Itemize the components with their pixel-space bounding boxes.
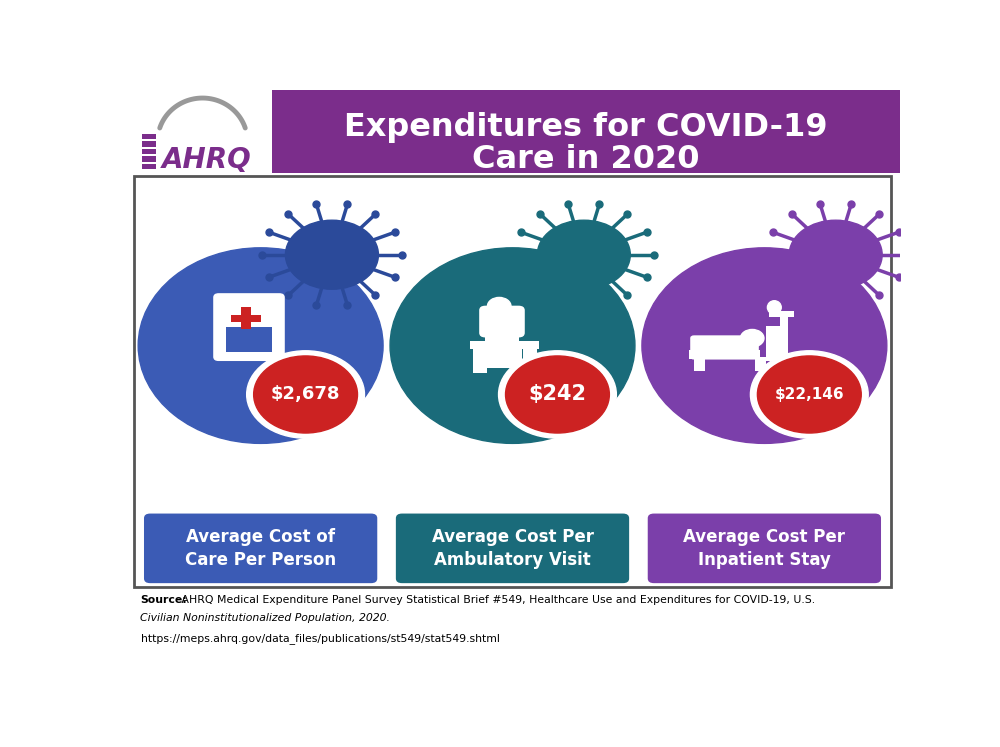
FancyBboxPatch shape (214, 294, 284, 360)
FancyBboxPatch shape (473, 348, 487, 373)
FancyBboxPatch shape (479, 306, 525, 338)
FancyBboxPatch shape (769, 311, 794, 317)
Text: $242: $242 (528, 385, 586, 404)
FancyBboxPatch shape (125, 90, 272, 173)
FancyBboxPatch shape (690, 335, 759, 359)
FancyBboxPatch shape (268, 90, 900, 173)
FancyBboxPatch shape (502, 347, 522, 368)
Text: Expenditures for COVID-19: Expenditures for COVID-19 (344, 111, 828, 143)
Circle shape (487, 297, 511, 315)
FancyBboxPatch shape (231, 314, 261, 322)
Circle shape (740, 329, 764, 347)
FancyBboxPatch shape (689, 350, 760, 359)
FancyBboxPatch shape (144, 513, 377, 583)
Text: Civilian Noninstitutionalized Population, 2020.: Civilian Noninstitutionalized Population… (140, 613, 390, 623)
Circle shape (247, 351, 364, 438)
Circle shape (506, 356, 609, 433)
Text: Care in 2020: Care in 2020 (472, 144, 700, 176)
FancyBboxPatch shape (648, 513, 881, 583)
Text: https://meps.ahrq.gov/data_files/publications/st549/stat549.shtml: https://meps.ahrq.gov/data_files/publica… (140, 633, 499, 644)
Ellipse shape (767, 301, 781, 314)
Text: Average Cost of
Care Per Person: Average Cost of Care Per Person (185, 527, 336, 569)
FancyBboxPatch shape (142, 149, 156, 154)
FancyBboxPatch shape (226, 335, 272, 344)
FancyBboxPatch shape (241, 307, 251, 329)
FancyBboxPatch shape (142, 141, 156, 146)
Text: Average Cost Per
Inpatient Stay: Average Cost Per Inpatient Stay (683, 527, 845, 569)
FancyBboxPatch shape (780, 314, 788, 371)
Text: Source:: Source: (140, 595, 187, 604)
Circle shape (254, 356, 358, 433)
FancyBboxPatch shape (226, 327, 272, 338)
FancyBboxPatch shape (142, 134, 156, 139)
FancyBboxPatch shape (766, 326, 780, 361)
Text: Average Cost Per
Ambulatory Visit: Average Cost Per Ambulatory Visit (432, 527, 594, 569)
FancyBboxPatch shape (694, 356, 705, 371)
Circle shape (285, 220, 378, 289)
FancyBboxPatch shape (142, 156, 156, 161)
FancyBboxPatch shape (484, 347, 504, 368)
Text: AHRQ Medical Expenditure Panel Survey Statistical Brief #549, Healthcare Use and: AHRQ Medical Expenditure Panel Survey St… (178, 595, 815, 604)
FancyBboxPatch shape (226, 341, 272, 352)
FancyBboxPatch shape (396, 513, 629, 583)
Text: $22,146: $22,146 (775, 387, 844, 402)
Ellipse shape (642, 248, 887, 444)
Circle shape (499, 351, 616, 438)
FancyBboxPatch shape (470, 341, 539, 350)
Ellipse shape (390, 248, 635, 444)
Circle shape (757, 356, 861, 433)
FancyBboxPatch shape (142, 164, 156, 169)
Ellipse shape (138, 248, 383, 444)
Circle shape (750, 351, 868, 438)
Circle shape (789, 220, 882, 289)
FancyBboxPatch shape (755, 356, 766, 371)
FancyBboxPatch shape (523, 348, 537, 373)
Text: $2,678: $2,678 (271, 385, 340, 403)
FancyBboxPatch shape (134, 176, 891, 587)
FancyBboxPatch shape (485, 334, 519, 347)
Circle shape (537, 220, 630, 289)
Text: AHRQ: AHRQ (162, 146, 252, 174)
